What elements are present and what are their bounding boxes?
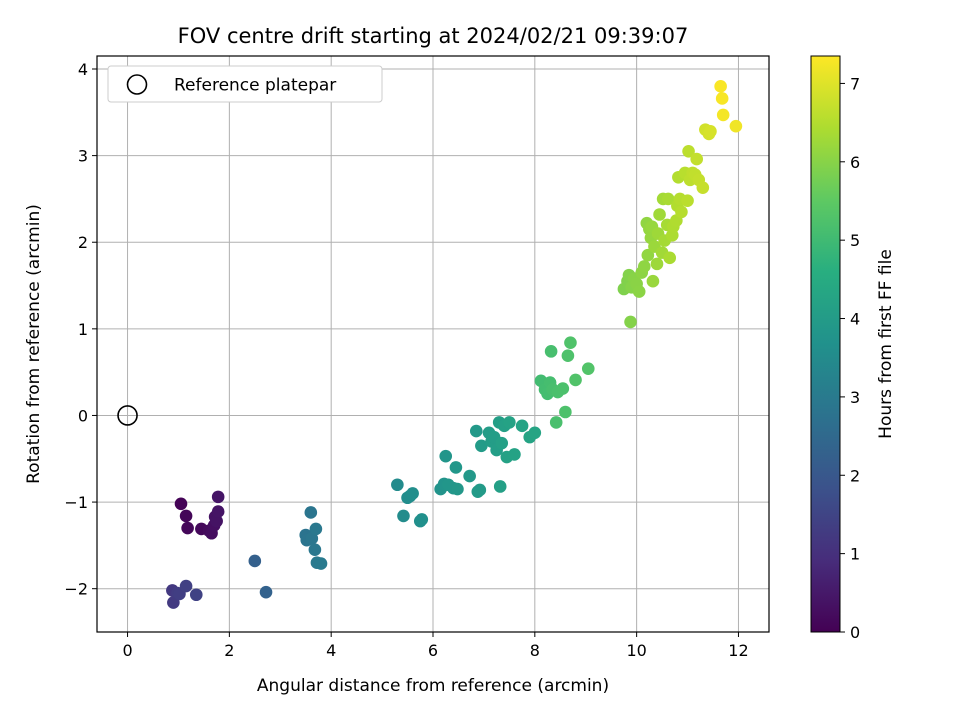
- data-point: [449, 461, 463, 474]
- data-point: [451, 482, 464, 496]
- data-point: [637, 260, 651, 273]
- data-point: [559, 405, 572, 419]
- data-point: [179, 579, 193, 593]
- data-point: [515, 419, 529, 433]
- chart-title: FOV centre drift starting at 2024/02/21 …: [178, 24, 689, 48]
- data-point: [415, 513, 429, 526]
- data-point: [181, 521, 194, 535]
- data-point: [569, 373, 582, 387]
- x-axis-ticks: 0 2 4 6 8 10 12: [122, 632, 749, 660]
- data-point: [439, 449, 453, 463]
- data-point: [475, 439, 488, 453]
- data-point: [495, 436, 509, 450]
- data-point: [210, 514, 223, 528]
- data-point: [675, 205, 688, 219]
- x-tick-label: 10: [626, 641, 646, 660]
- colorbar-tick-label: 1: [850, 545, 860, 564]
- data-point: [704, 125, 717, 138]
- y-tick-label: 1: [78, 320, 88, 339]
- colorbar-tick-label: 5: [850, 231, 860, 250]
- y-axis-label: Rotation from reference (arcmin): [24, 204, 44, 484]
- data-point: [406, 487, 419, 500]
- x-tick-label: 4: [326, 641, 336, 660]
- colorbar-tick-label: 7: [850, 74, 860, 93]
- colorbar: 0 1 2 3 4 5 6 7 Hours from first FF file: [810, 55, 896, 642]
- data-point: [653, 208, 666, 221]
- data-point: [690, 152, 704, 166]
- x-tick-label: 12: [728, 641, 748, 660]
- colorbar-tick-label: 2: [850, 466, 860, 485]
- data-point: [308, 543, 322, 557]
- data-point: [632, 285, 646, 298]
- data-point: [729, 119, 743, 133]
- reference-point: [117, 405, 138, 426]
- data-point: [211, 490, 225, 504]
- data-point: [641, 248, 655, 262]
- legend-box: [107, 65, 383, 103]
- x-tick-label: 0: [122, 641, 132, 660]
- legend-marker: [126, 74, 148, 95]
- data-point: [624, 315, 637, 329]
- scatter-points: [166, 80, 743, 609]
- colorbar-tick-label: 6: [850, 153, 860, 172]
- data-point: [179, 509, 193, 523]
- legend-entry-label: Reference platepar: [174, 76, 336, 96]
- x-tick-label: 2: [224, 641, 234, 660]
- data-point: [189, 588, 203, 602]
- y-tick-label: 4: [78, 60, 88, 79]
- data-point: [473, 483, 487, 497]
- y-tick-label: −1: [64, 493, 88, 512]
- data-point: [682, 144, 695, 158]
- data-point: [681, 194, 694, 207]
- data-point: [663, 251, 677, 265]
- data-point: [463, 469, 476, 483]
- data-point: [714, 80, 727, 93]
- data-point: [211, 505, 225, 518]
- data-point: [259, 585, 273, 599]
- data-point: [561, 349, 575, 362]
- y-tick-label: 3: [78, 147, 88, 166]
- data-point: [564, 336, 577, 350]
- y-axis-ticks: −2 −1 0 1 2 3 4: [64, 60, 97, 599]
- data-point: [304, 506, 318, 519]
- x-tick-label: 8: [530, 641, 540, 660]
- data-point: [661, 192, 675, 206]
- data-point: [544, 345, 558, 358]
- legend: Reference platepar: [107, 65, 383, 103]
- data-point: [469, 424, 483, 438]
- colorbar-ticks: 0 1 2 3 4 5 6 7: [840, 74, 860, 642]
- data-point: [314, 557, 328, 570]
- data-point: [581, 362, 595, 375]
- data-point: [391, 478, 404, 492]
- grid-lines: [97, 56, 769, 632]
- data-point: [715, 92, 729, 105]
- x-tick-label: 6: [428, 641, 438, 660]
- data-point: [528, 426, 542, 440]
- data-point: [508, 448, 521, 461]
- reference-marker: [117, 405, 138, 426]
- colorbar-gradient: [810, 55, 841, 633]
- data-point: [305, 532, 319, 545]
- data-point: [174, 497, 188, 511]
- colorbar-tick-label: 4: [850, 310, 860, 329]
- data-point: [397, 509, 410, 523]
- data-point: [696, 181, 710, 194]
- data-point: [646, 274, 660, 288]
- colorbar-tick-label: 3: [850, 388, 860, 407]
- data-point: [503, 416, 516, 429]
- data-point: [650, 257, 664, 271]
- colorbar-label: Hours from first FF file: [876, 249, 896, 439]
- data-point: [556, 382, 570, 395]
- data-point: [716, 108, 730, 122]
- colorbar-tick-label: 0: [850, 623, 860, 642]
- y-tick-label: −2: [64, 580, 88, 599]
- data-point: [549, 416, 563, 429]
- y-tick-label: 2: [78, 233, 88, 252]
- data-point: [493, 480, 507, 493]
- x-axis-label: Angular distance from reference (arcmin): [257, 676, 609, 696]
- data-point: [248, 554, 262, 568]
- data-point: [309, 522, 323, 536]
- y-tick-label: 0: [78, 406, 88, 425]
